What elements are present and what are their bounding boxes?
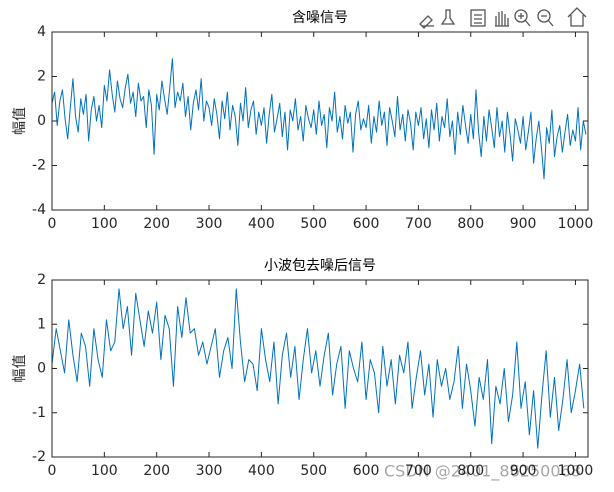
tool-zoom-in[interactable] <box>514 9 528 23</box>
y-tick-label: 0 <box>37 361 46 377</box>
y-tick-label: -2 <box>32 158 46 174</box>
x-tick-label: 500 <box>300 216 327 232</box>
tool-legend[interactable] <box>470 9 486 27</box>
y-tick-label: 2 <box>37 272 46 288</box>
tool-zoom-out[interactable] <box>537 9 551 23</box>
tool-legend-lines <box>474 14 482 24</box>
plot-area <box>52 280 588 457</box>
x-tick-label: 700 <box>405 463 432 479</box>
x-tick-label: 400 <box>248 463 275 479</box>
x-tick-label: 1000 <box>558 463 594 479</box>
x-tick-label: 700 <box>405 216 432 232</box>
y-tick-label: 0 <box>37 113 46 129</box>
chart-title: 含噪信号 <box>292 10 348 26</box>
chart-title: 小波包去噪后信号 <box>264 258 376 274</box>
signal-line <box>51 58 587 180</box>
y-tick-label: -1 <box>32 405 46 421</box>
plot-area <box>52 32 588 210</box>
x-tick-label: 200 <box>143 463 170 479</box>
tool-home[interactable] <box>567 7 587 27</box>
x-tick-label: 900 <box>510 216 537 232</box>
x-tick-label: 600 <box>353 216 380 232</box>
tool-zoom-out-mark <box>541 15 554 27</box>
y-tick-label: 4 <box>37 24 46 40</box>
x-tick-label: 0 <box>48 463 57 479</box>
x-tick-label: 200 <box>143 216 170 232</box>
x-tick-label: 900 <box>510 463 537 479</box>
tool-data-tips[interactable] <box>440 9 456 25</box>
y-axis-label: 幅值 <box>12 107 28 135</box>
y-tick-label: 1 <box>37 316 46 332</box>
x-tick-label: 600 <box>353 463 380 479</box>
x-tick-label: 800 <box>457 216 484 232</box>
x-tick-label: 100 <box>91 216 118 232</box>
y-tick-label: -2 <box>32 449 46 465</box>
x-tick-label: 0 <box>48 216 57 232</box>
y-tick-label: 2 <box>37 69 46 85</box>
tool-pan[interactable] <box>495 11 509 27</box>
x-tick-label: 300 <box>196 216 223 232</box>
x-tick-label: 300 <box>196 463 223 479</box>
tool-brush[interactable] <box>419 15 434 29</box>
x-tick-label: 500 <box>300 463 327 479</box>
tool-zoom-in-mark <box>518 13 531 27</box>
signal-line <box>51 288 585 449</box>
y-axis-label: 幅值 <box>12 355 28 383</box>
x-tick-label: 800 <box>457 463 484 479</box>
x-tick-label: 100 <box>91 463 118 479</box>
y-tick-label: -4 <box>32 202 46 218</box>
x-tick-label: 400 <box>248 216 275 232</box>
toolbar <box>419 7 587 29</box>
watermark: CSDN @2401_86250068 <box>384 462 581 482</box>
x-tick-label: 1000 <box>558 216 594 232</box>
